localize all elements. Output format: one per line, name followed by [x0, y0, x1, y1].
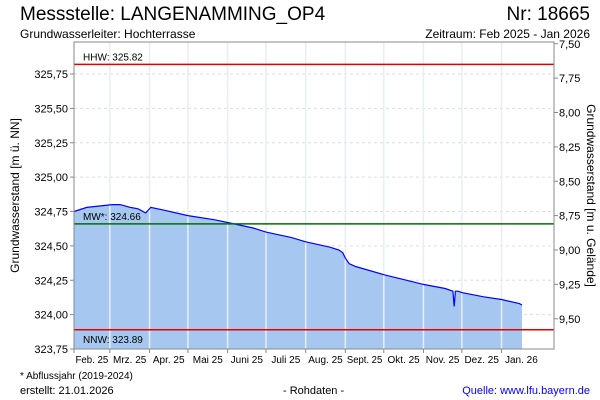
y-tick-label: 324,50 [34, 241, 68, 253]
y-tick-label: 324,25 [34, 275, 68, 287]
x-tick-label: Okt. 25 [387, 355, 420, 366]
reference-label: MW*: 324.66 [83, 212, 141, 223]
x-tick-label: Nov. 25 [426, 355, 460, 366]
y-tick-label: 324,00 [34, 310, 68, 322]
period-label: Zeitraum: Feb 2025 - Jan 2026 [425, 27, 590, 41]
raw-data-label: - Rohdaten - [283, 385, 345, 397]
reference-label: NNW: 323.89 [83, 335, 143, 346]
y-tick-label: 324,75 [34, 207, 68, 219]
page-title: Messstelle: LANGENAMMING_OP4 [20, 4, 326, 25]
y2-tick-label: 8,25 [559, 142, 580, 154]
x-tick-label: Feb. 25 [76, 355, 109, 366]
footnote: * Abflussjahr (2019-2024) [20, 371, 133, 382]
aquifer-label: Grundwasserleiter: Hochterrasse [20, 27, 196, 41]
y2-tick-label: 9,50 [559, 314, 580, 326]
y2-tick-label: 9,00 [559, 245, 580, 257]
x-tick-label: Mai 25 [193, 355, 223, 366]
y-tick-label: 325,00 [34, 172, 68, 184]
x-tick-label: Jan. 26 [505, 355, 538, 366]
x-tick-label: Aug. 25 [308, 355, 343, 366]
created-date: erstellt: 21.01.2026 [20, 385, 114, 397]
data-line [73, 204, 523, 307]
data-area [74, 204, 522, 349]
y2-tick-label: 8,75 [559, 211, 580, 223]
plot-frame [73, 41, 555, 350]
x-tick-label: Apr. 25 [153, 355, 185, 366]
x-tick-label: Juni 25 [231, 355, 264, 366]
source-link[interactable]: Quelle: www.lfu.bayern.de [462, 385, 590, 397]
y-tick-label: 325,25 [34, 138, 68, 150]
y-tick-label: 325,75 [34, 69, 68, 81]
y2-tick-label: 8,50 [559, 176, 580, 188]
y-tick-label: 325,50 [34, 103, 68, 115]
y2-tick-label: 9,25 [559, 279, 580, 291]
x-tick-label: Sept. 25 [347, 355, 383, 366]
y-axis-label: Grundwasserstand [m ü. NN] [8, 118, 22, 273]
x-tick-label: Dez. 25 [464, 355, 499, 366]
x-tick-label: Juli 25 [271, 355, 300, 366]
x-tick-label: Mrz. 25 [113, 355, 147, 366]
y2-tick-label: 7,50 [559, 39, 580, 51]
y2-axis-label: Grundwasserstand [m u. Gelände] [584, 104, 598, 287]
y2-tick-label: 7,75 [559, 73, 580, 85]
reference-label: HHW: 325.82 [83, 52, 143, 63]
y-tick-label: 323,75 [34, 344, 68, 356]
y2-tick-label: 8,00 [559, 108, 580, 120]
station-number: Nr: 18665 [506, 4, 590, 25]
